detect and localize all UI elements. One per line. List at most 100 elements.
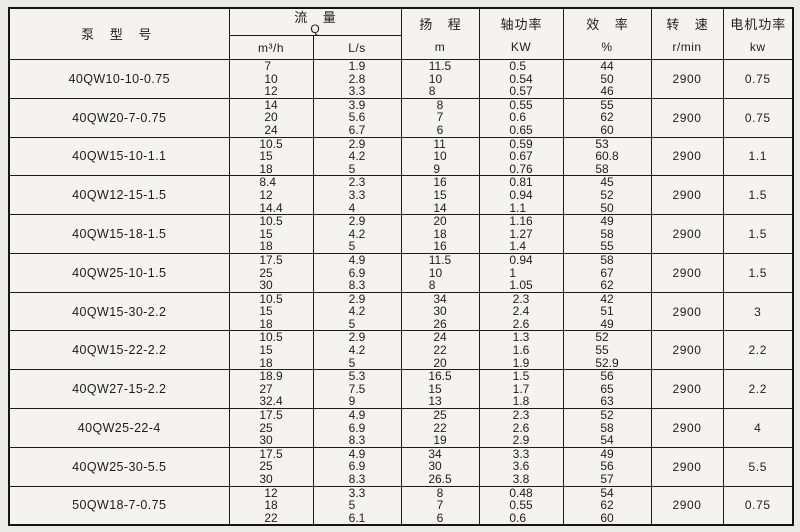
pump-model-label: 泵 型 号 [81,27,158,42]
motor-power-value: 1.5 [748,227,767,242]
efficiency-value: 52 [595,330,609,345]
motor-power-cell: 2.2 [722,369,794,410]
flow-m3h-value: 27 [259,381,273,396]
efficiency-value: 58 [595,161,609,176]
shaft-power-value: 0.65 [509,122,533,137]
speed-value: 2900 [672,459,702,474]
motor-power-value: 5.5 [748,459,767,474]
flow-m3h-unit: m³/h [258,40,284,55]
head-cell: 24 22 20 [400,330,480,371]
shaft-power-label: 轴功率 [500,16,543,32]
flow-ls-value: 3.3 [348,84,366,99]
efficiency-value: 42 [600,292,614,306]
pump-model-cell: 40QW25-10-1.5 [8,252,230,293]
pump-model-cell: 40QW20-7-0.75 [8,97,230,138]
head-value: 7 [436,110,444,125]
flow-ls-value: 5 [348,498,356,513]
efficiency-value: 55 [595,343,609,358]
pump-model-cell: 40QW15-30-2.2 [8,291,230,332]
table-row: 40QW15-22-2.2 10.5 15 18 2.9 4.2 5 24 22… [8,330,794,371]
head-value: 15 [428,381,442,396]
motor-power-value: 0.75 [744,110,771,125]
efficiency-value: 62 [600,278,614,293]
col-header-pump-model: 泵 型 号 [8,7,230,60]
flow-m3h-cell: 17.5 25 30 [228,446,314,487]
head-value: 19 [433,433,447,448]
flow-m3h-value: 14 [264,98,278,112]
pump-model-value: 40QW25-22-4 [77,420,161,435]
flow-ls-cell: 2.9 4.2 5 [312,214,402,254]
motor-power-value: 1.1 [748,149,767,164]
flow-m3h-value: 17.5 [259,447,283,461]
pump-model-cell: 40QW15-22-2.2 [8,330,230,371]
flow-ls-cell: 2.9 4.2 5 [312,291,402,332]
head-value: 10 [428,265,443,280]
shaft-power-value: 0.67 [509,149,533,164]
shaft-power-value: 2.3 [512,292,530,306]
col-header-efficiency: 效 率 % [562,7,652,60]
head-value: 16.5 [428,369,452,384]
shaft-power-cell: 1.3 1.6 1.9 [478,330,564,371]
flow-m3h-value: 30 [259,278,273,293]
flow-ls-cell: 4.9 6.9 8.3 [312,408,402,448]
flow-ls-value: 4.9 [348,408,366,423]
flow-ls-value: 8.3 [348,433,366,448]
flow-ls-cell: 2.9 4.2 5 [312,136,402,177]
pump-model-value: 40QW10-10-0.75 [68,71,170,86]
shaft-power-value: 1.6 [512,343,530,358]
flow-ls-value: 6.1 [348,510,366,525]
motor-power-value: 2.2 [748,382,767,397]
efficiency-value: 52 [600,187,614,202]
efficiency-value: 54 [600,433,614,448]
head-value: 15 [433,187,447,202]
head-cell: 11.5 10 8 [400,252,480,293]
speed-cell: 2900 [650,175,724,216]
pump-model-value: 40QW15-30-2.2 [72,304,167,319]
flow-ls-value: 4.2 [348,149,366,164]
shaft-power-value: 3.8 [512,472,530,486]
head-value: 6 [436,510,444,525]
shaft-power-value: 1.3 [512,330,530,345]
head-cell: 8 7 6 [400,97,480,138]
shaft-power-value: 2.4 [512,304,530,319]
pump-model-cell: 50QW18-7-0.75 [8,485,230,526]
head-value: 22 [433,420,447,435]
flow-ls-unit: L/s [348,40,366,55]
efficiency-unit: % [601,39,613,54]
pump-model-cell: 40QW27-15-2.2 [8,369,230,410]
flow-ls-cell: 4.9 6.9 8.3 [312,252,402,293]
head-value: 16 [433,239,447,254]
flow-ls-value: 2.3 [348,175,366,190]
flow-m3h-value: 30 [259,433,273,448]
motor-power-cell: 1.5 [722,214,794,254]
shaft-power-cell: 0.48 0.55 0.6 [478,485,564,526]
shaft-power-value: 1.4 [509,239,526,254]
head-label: 扬 程 [419,16,467,32]
flow-m3h-value: 12 [264,486,278,500]
head-value: 30 [433,304,447,319]
flow-m3h-value: 15 [259,226,273,241]
efficiency-value: 45 [600,175,614,190]
col-header-shaft-power: 轴功率 KW [478,7,564,60]
speed-cell: 2900 [650,136,724,177]
flow-m3h-value: 25 [259,459,273,474]
shaft-power-value: 0.57 [509,84,533,99]
shaft-power-cell: 0.81 0.94 1.1 [478,175,564,216]
efficiency-value: 50 [600,200,614,215]
flow-m3h-value: 8.4 [259,175,276,190]
flow-m3h-value: 18 [259,316,273,331]
pump-model-value: 40QW15-10-1.1 [72,149,167,164]
flow-ls-value: 2.9 [348,292,366,306]
shaft-power-value: 0.94 [509,253,533,267]
col-header-speed: 转 速 r/min [650,7,724,60]
head-value: 10 [428,71,443,86]
flow-ls-value: 7.5 [348,381,366,396]
flow-ls-value: 8.3 [348,472,366,486]
motor-power-label: 电机功率 [730,16,787,32]
flow-ls-value: 6.9 [348,420,366,435]
flow-m3h-value: 18 [259,355,273,370]
efficiency-label: 效 率 [586,16,634,32]
efficiency-cell: 52 58 54 [562,408,652,448]
flow-m3h-value: 10.5 [259,292,283,306]
motor-power-value: 0.75 [744,71,771,86]
